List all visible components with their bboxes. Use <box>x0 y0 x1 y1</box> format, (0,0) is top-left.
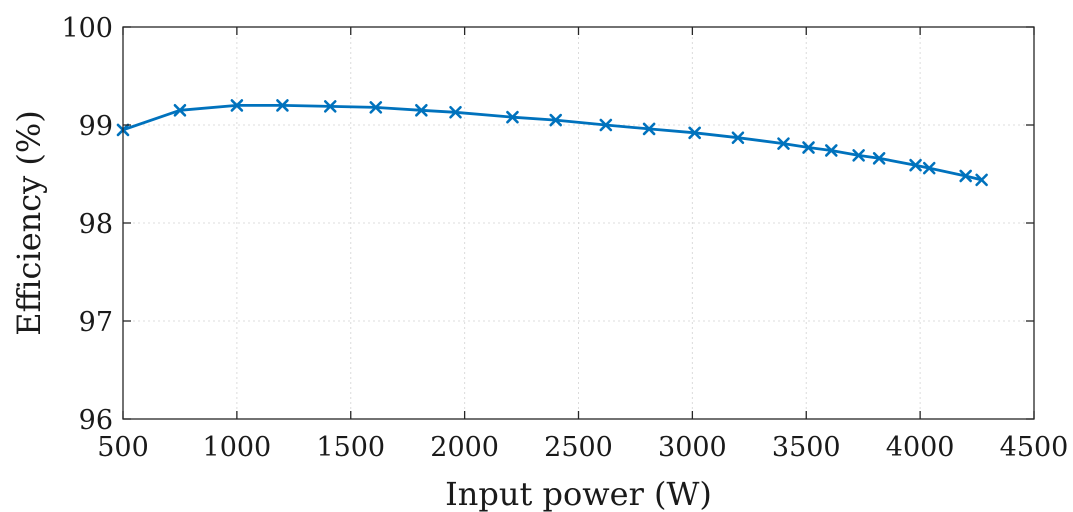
marker-stroke <box>802 141 815 154</box>
data-point-marker <box>323 100 337 113</box>
data-point-marker <box>449 105 462 119</box>
x-tick-label: 3500 <box>772 432 841 463</box>
data-point-marker <box>549 113 563 127</box>
data-point-marker <box>642 122 656 136</box>
data-point-marker <box>922 161 936 175</box>
data-point-marker <box>599 118 613 132</box>
marker-stroke <box>852 149 865 162</box>
x-tick-label: 4000 <box>886 432 955 463</box>
data-point-marker <box>415 104 428 117</box>
data-point-marker <box>777 137 790 150</box>
y-tick-label: 100 <box>61 13 113 44</box>
marker-stroke <box>230 99 244 112</box>
marker-stroke <box>825 144 838 157</box>
marker-stroke <box>549 113 563 127</box>
marker-stroke <box>872 152 886 165</box>
y-tick-label: 99 <box>79 111 113 142</box>
series-layer <box>116 99 988 187</box>
x-tick-label: 4500 <box>1000 432 1069 463</box>
data-point-marker <box>731 131 745 145</box>
marker-stroke <box>276 99 289 112</box>
marker-stroke <box>688 126 701 140</box>
marker-stroke <box>599 118 613 132</box>
data-point-marker <box>975 173 988 187</box>
data-point-marker <box>369 101 383 114</box>
data-point-marker <box>506 110 519 124</box>
marker-stroke <box>369 101 383 114</box>
data-point-marker <box>688 126 701 140</box>
y-tick-label: 98 <box>79 209 113 240</box>
marker-stroke <box>731 131 745 145</box>
x-tick-label: 2000 <box>430 432 499 463</box>
tick-labels: 500 1000 1500 2000 2500 3000 3500 4000 4500 96 97 9… <box>61 13 1068 463</box>
grid <box>123 27 1034 419</box>
data-point-marker <box>276 99 289 112</box>
marker-stroke <box>323 100 337 113</box>
x-tick-label: 1000 <box>203 432 272 463</box>
data-point-marker <box>909 158 922 172</box>
x-tick-label: 3000 <box>658 432 727 463</box>
marker-stroke <box>415 104 428 117</box>
x-tick-label: 1500 <box>316 432 385 463</box>
marker-stroke <box>173 104 187 117</box>
data-point-marker <box>802 141 815 154</box>
data-point-marker <box>230 99 244 112</box>
data-point-marker <box>173 104 187 117</box>
marker-stroke <box>642 122 656 136</box>
x-axis-label: Input power (W) <box>445 475 712 512</box>
marker-stroke <box>777 137 790 150</box>
y-tick-label: 96 <box>79 405 113 436</box>
data-point-marker <box>852 149 865 162</box>
y-tick-label: 97 <box>79 307 113 338</box>
marker-stroke <box>975 173 988 187</box>
marker-stroke <box>909 158 922 172</box>
data-point-marker <box>872 152 886 165</box>
data-point-marker <box>959 169 972 183</box>
marker-stroke <box>506 110 519 124</box>
x-tick-label: 2500 <box>544 432 613 463</box>
y-axis-label: Efficiency (%) <box>10 110 48 336</box>
ticks <box>122 26 1035 420</box>
marker-stroke <box>449 105 462 119</box>
marker-stroke <box>959 169 972 183</box>
x-tick-label: 500 <box>97 432 149 463</box>
marker-stroke <box>922 161 936 175</box>
data-point-marker <box>825 144 838 157</box>
